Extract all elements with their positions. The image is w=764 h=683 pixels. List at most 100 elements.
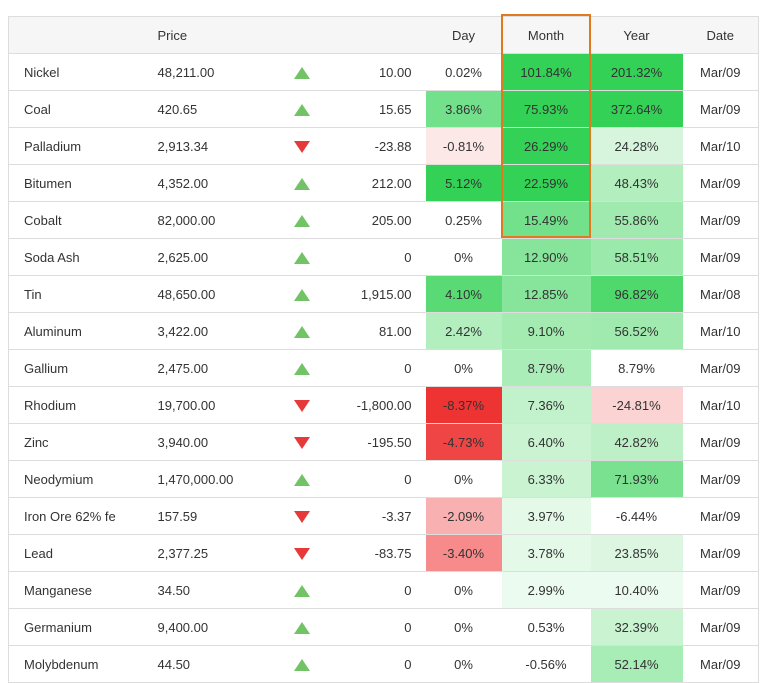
date-value: Mar/09 xyxy=(682,201,759,239)
price-value: 4,352.00 xyxy=(155,164,277,202)
day-percent: 0% xyxy=(425,571,502,609)
commodity-name: Bitumen xyxy=(8,164,156,202)
direction-cell xyxy=(276,534,327,572)
commodity-name: Gallium xyxy=(8,349,156,387)
table-row[interactable]: Neodymium 1,470,000.00 0 0% 6.33% 71.93% Mar/0… xyxy=(8,460,759,498)
commodity-name: Rhodium xyxy=(8,386,156,424)
change-value: 212.00 xyxy=(326,164,426,202)
change-value: 81.00 xyxy=(326,312,426,350)
month-percent: 101.84% xyxy=(501,53,591,91)
direction-cell xyxy=(276,386,327,424)
day-percent: 3.86% xyxy=(425,90,502,128)
commodities-table-container: Price Day Month Year Date Nickel 48,211.0… xyxy=(8,14,759,683)
month-percent: 22.59% xyxy=(501,164,591,202)
direction-cell xyxy=(276,349,327,387)
direction-cell xyxy=(276,238,327,276)
change-value: 1,915.00 xyxy=(326,275,426,313)
change-value: 0 xyxy=(326,645,426,683)
commodity-name: Soda Ash xyxy=(8,238,156,276)
table-row[interactable]: Gallium 2,475.00 0 0% 8.79% 8.79% Mar/09 xyxy=(8,349,759,387)
year-percent: 48.43% xyxy=(590,164,683,202)
direction-cell xyxy=(276,460,327,498)
table-row[interactable]: Iron Ore 62% fe 157.59 -3.37 -2.09% 3.97% -6.… xyxy=(8,497,759,535)
table-row[interactable]: Aluminum 3,422.00 81.00 2.42% 9.10% 56.52% Mar… xyxy=(8,312,759,350)
table-row[interactable]: Palladium 2,913.34 -23.88 -0.81% 26.29% 24.28… xyxy=(8,127,759,165)
header-day[interactable]: Day xyxy=(425,16,502,54)
table-row[interactable]: Tin 48,650.00 1,915.00 4.10% 12.85% 96.82% Mar… xyxy=(8,275,759,313)
price-value: 44.50 xyxy=(155,645,277,683)
month-percent: 6.33% xyxy=(501,460,591,498)
price-value: 19,700.00 xyxy=(155,386,277,424)
commodity-name: Germanium xyxy=(8,608,156,646)
direction-cell xyxy=(276,53,327,91)
day-percent: -8.37% xyxy=(425,386,502,424)
arrow-up-icon xyxy=(293,585,310,598)
year-percent: 58.51% xyxy=(590,238,683,276)
arrow-up-icon xyxy=(293,622,310,635)
change-value: 10.00 xyxy=(326,53,426,91)
header-date[interactable]: Date xyxy=(682,16,759,54)
price-value: 82,000.00 xyxy=(155,201,277,239)
header-price[interactable]: Price xyxy=(155,16,277,54)
change-value: 0 xyxy=(326,349,426,387)
day-percent: 0% xyxy=(425,349,502,387)
price-value: 48,211.00 xyxy=(155,53,277,91)
date-value: Mar/10 xyxy=(682,386,759,424)
date-value: Mar/10 xyxy=(682,312,759,350)
table-row[interactable]: Cobalt 82,000.00 205.00 0.25% 15.49% 55.86% Ma… xyxy=(8,201,759,239)
arrow-up-icon xyxy=(293,104,310,117)
commodity-name: Manganese xyxy=(8,571,156,609)
table-header-row: Price Day Month Year Date xyxy=(8,16,759,54)
direction-cell xyxy=(276,275,327,313)
table-row[interactable]: Germanium 9,400.00 0 0% 0.53% 32.39% Mar/09 xyxy=(8,608,759,646)
direction-cell xyxy=(276,90,327,128)
price-value: 2,475.00 xyxy=(155,349,277,387)
direction-cell xyxy=(276,497,327,535)
change-value: 15.65 xyxy=(326,90,426,128)
table-row[interactable]: Coal 420.65 15.65 3.86% 75.93% 372.64% Mar/09 xyxy=(8,90,759,128)
header-month[interactable]: Month xyxy=(501,16,591,54)
table-row[interactable]: Rhodium 19,700.00 -1,800.00 -8.37% 7.36% -24.… xyxy=(8,386,759,424)
commodity-name: Neodymium xyxy=(8,460,156,498)
direction-cell xyxy=(276,571,327,609)
day-percent: 0.02% xyxy=(425,53,502,91)
year-percent: 201.32% xyxy=(590,53,683,91)
change-value: -23.88 xyxy=(326,127,426,165)
price-value: 2,625.00 xyxy=(155,238,277,276)
table-row[interactable]: Manganese 34.50 0 0% 2.99% 10.40% Mar/09 xyxy=(8,571,759,609)
month-percent: 8.79% xyxy=(501,349,591,387)
arrow-up-icon xyxy=(293,326,310,339)
price-value: 34.50 xyxy=(155,571,277,609)
header-name[interactable] xyxy=(8,16,156,54)
table-row[interactable]: Bitumen 4,352.00 212.00 5.12% 22.59% 48.43% Ma… xyxy=(8,164,759,202)
direction-cell xyxy=(276,201,327,239)
price-value: 420.65 xyxy=(155,90,277,128)
month-percent: 26.29% xyxy=(501,127,591,165)
date-value: Mar/09 xyxy=(682,534,759,572)
change-value: -3.37 xyxy=(326,497,426,535)
arrow-up-icon xyxy=(293,363,310,376)
header-arrow xyxy=(276,16,327,54)
table-row[interactable]: Nickel 48,211.00 10.00 0.02% 101.84% 201.32% M… xyxy=(8,53,759,91)
table-row[interactable]: Lead 2,377.25 -83.75 -3.40% 3.78% 23.85% Mar/0… xyxy=(8,534,759,572)
direction-cell xyxy=(276,645,327,683)
table-row[interactable]: Zinc 3,940.00 -195.50 -4.73% 6.40% 42.82% Mar/… xyxy=(8,423,759,461)
header-year[interactable]: Year xyxy=(590,16,683,54)
table-row[interactable]: Soda Ash 2,625.00 0 0% 12.90% 58.51% Mar/09 xyxy=(8,238,759,276)
month-percent: 6.40% xyxy=(501,423,591,461)
arrow-up-icon xyxy=(293,289,310,302)
commodities-table: Price Day Month Year Date Nickel 48,211.0… xyxy=(8,16,759,683)
arrow-up-icon xyxy=(293,474,310,487)
commodity-name: Palladium xyxy=(8,127,156,165)
price-value: 9,400.00 xyxy=(155,608,277,646)
commodity-name: Cobalt xyxy=(8,201,156,239)
price-value: 2,913.34 xyxy=(155,127,277,165)
change-value: -83.75 xyxy=(326,534,426,572)
table-row[interactable]: Molybdenum 44.50 0 0% -0.56% 52.14% Mar/09 xyxy=(8,645,759,683)
day-percent: 0% xyxy=(425,238,502,276)
direction-cell xyxy=(276,312,327,350)
day-percent: 0% xyxy=(425,608,502,646)
year-percent: 42.82% xyxy=(590,423,683,461)
header-change[interactable] xyxy=(326,16,426,54)
direction-cell xyxy=(276,608,327,646)
